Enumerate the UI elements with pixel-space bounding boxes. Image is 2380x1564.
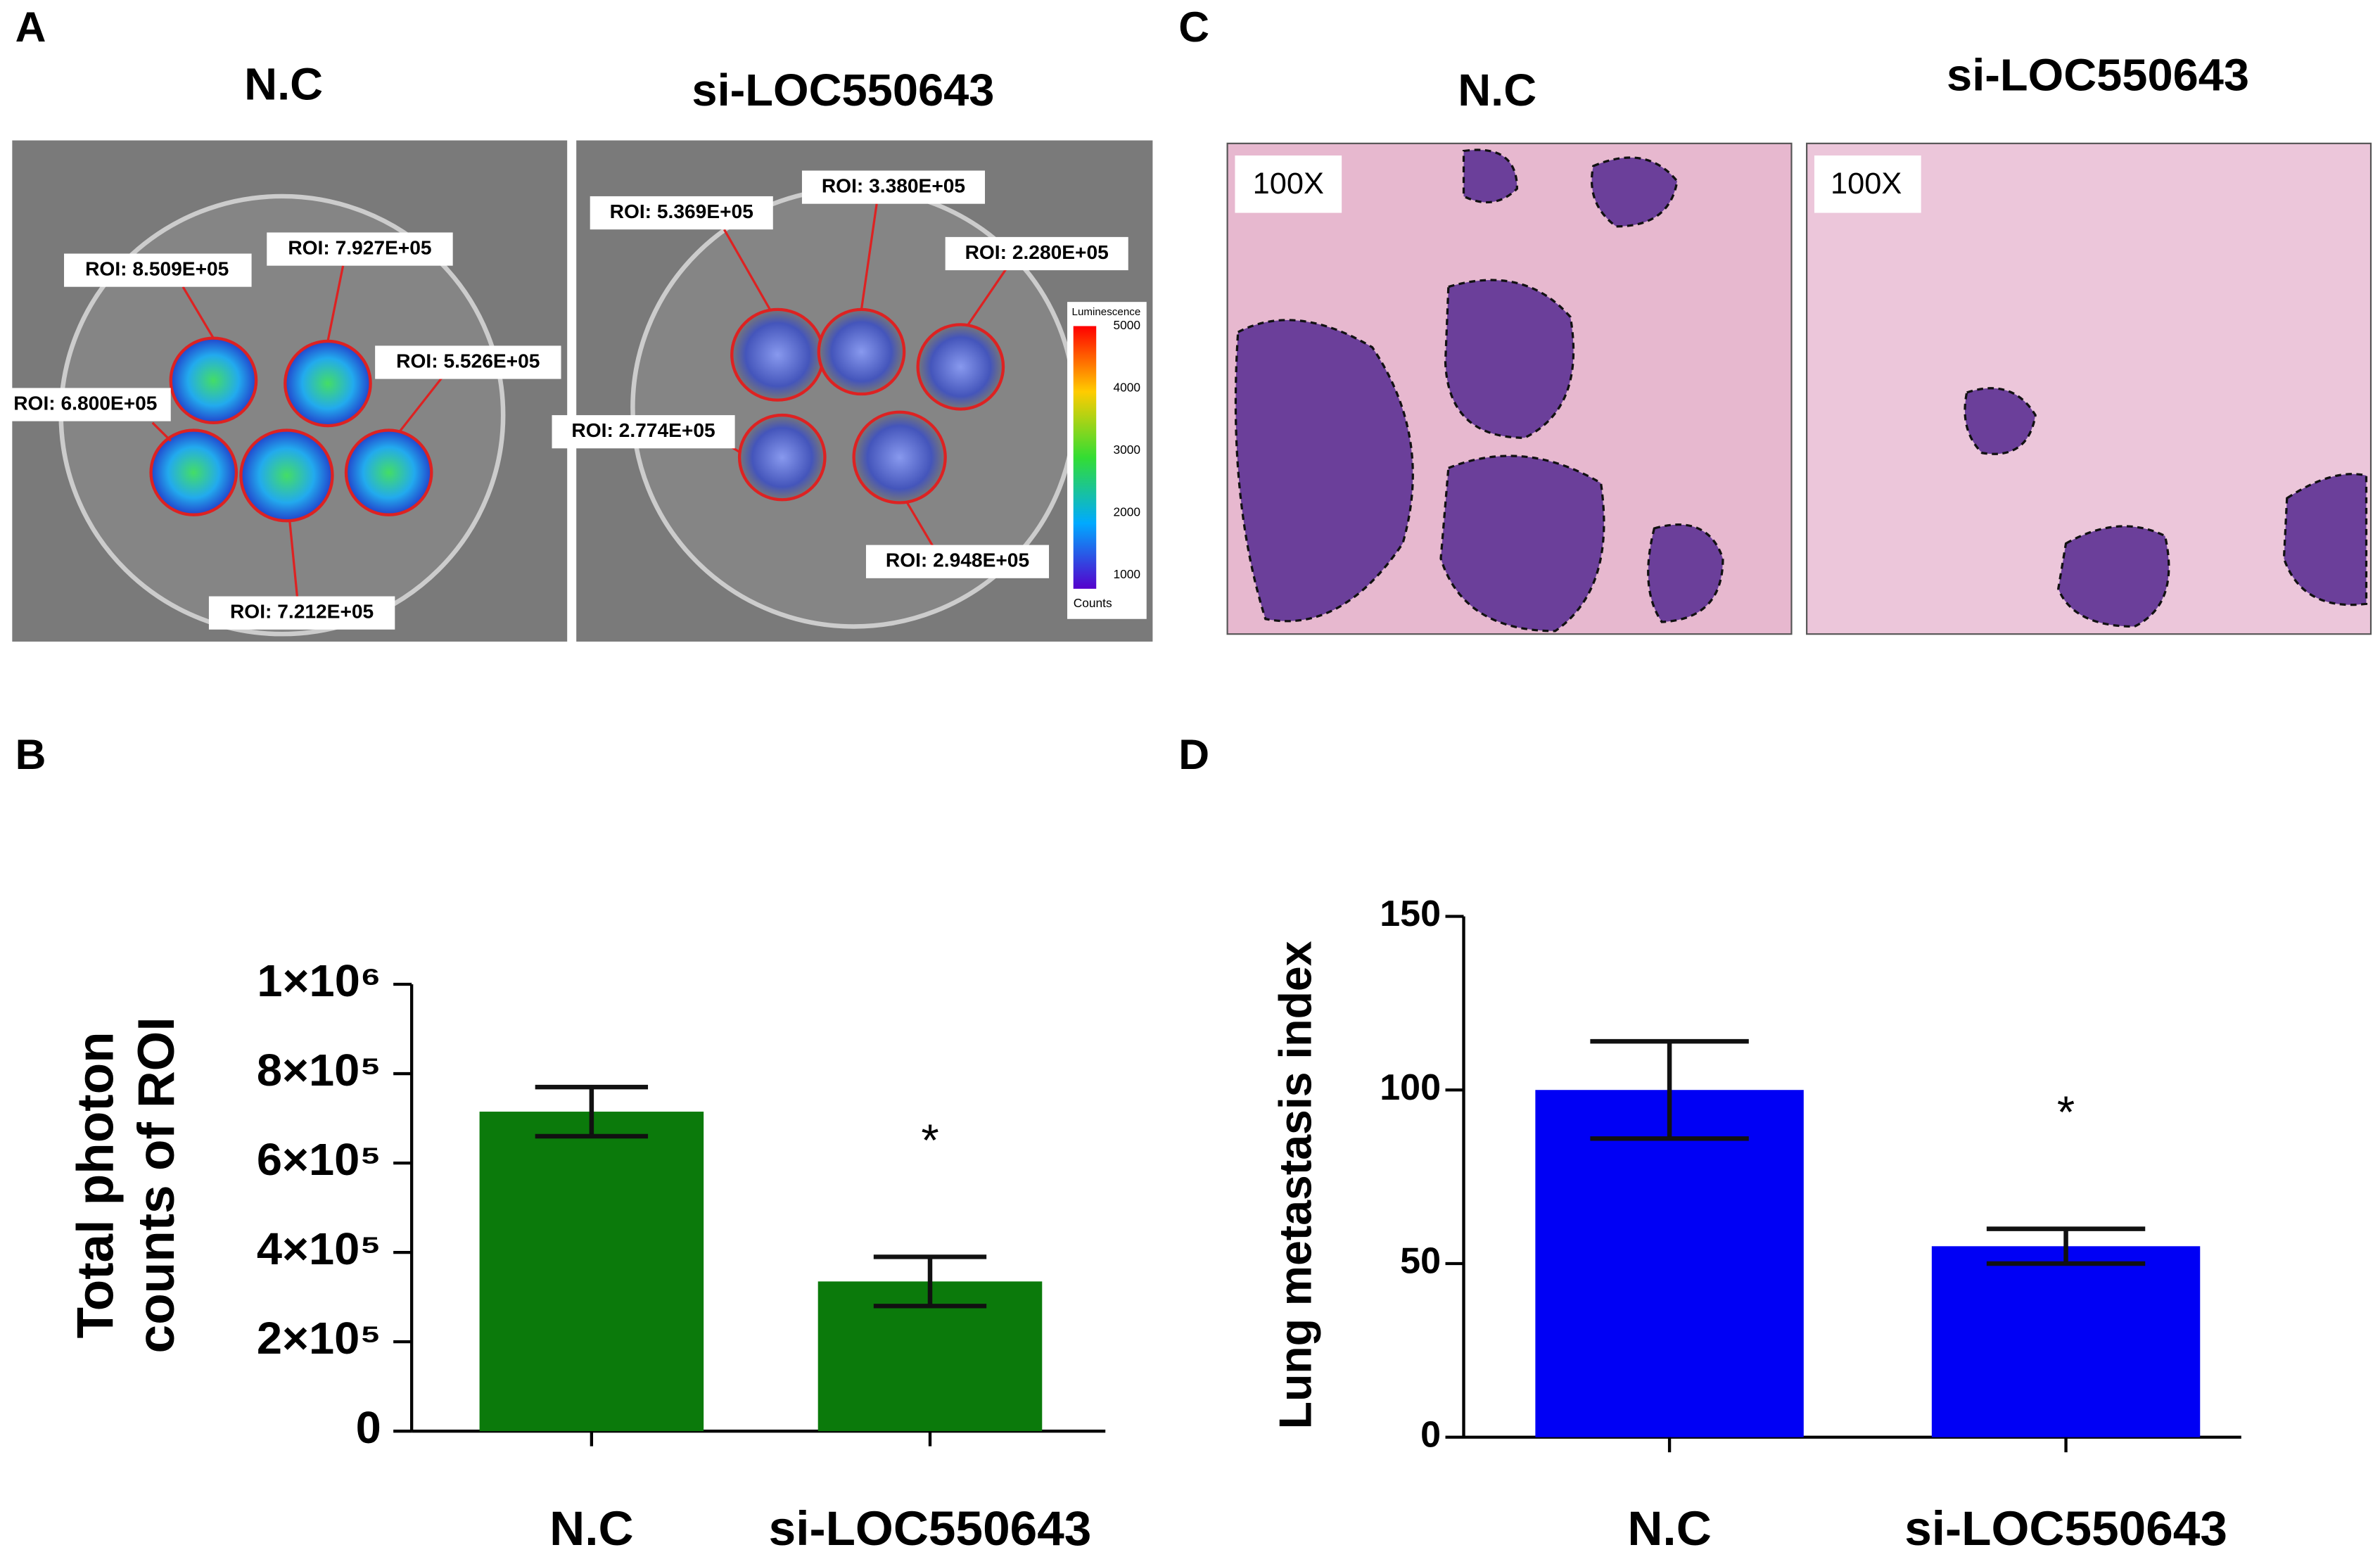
roi-label: ROI: 2.774E+05 [571,419,715,441]
colorbar-tick-label: 1000 [1114,567,1141,581]
panel-title: N.C [244,58,323,110]
colorbar-tick-label: 3000 [1114,443,1141,457]
roi-label: ROI: 2.948E+05 [886,549,1029,571]
panel-letter: D [1178,730,1209,778]
bar [1931,1246,2201,1437]
x-tick-label: N.C [549,1501,633,1556]
x-tick-label: N.C [1627,1501,1711,1556]
y-axis-label: counts of ROI [127,1017,185,1353]
significance-marker: * [2057,1086,2075,1138]
magnification-label: 100X [1831,167,1902,201]
y-tick-label: 50 [1400,1240,1441,1281]
bar [479,1112,704,1432]
y-axis-label: Lung metastasis index [1269,941,1321,1429]
y-tick-label: 100 [1380,1067,1441,1107]
panel-title: si-LOC550643 [692,64,994,115]
roi-label: ROI: 8.509E+05 [85,258,229,280]
colorbar-unit: Counts [1074,596,1112,610]
panel-letter: A [15,3,46,51]
colorbar-title: Luminescence [1072,306,1141,318]
colorbar [1073,326,1097,589]
roi-label: ROI: 7.212E+05 [230,601,374,623]
x-tick-label: si-LOC550643 [1904,1501,2227,1556]
y-tick-label: 0 [356,1401,381,1453]
roi-label: ROI: 5.369E+05 [610,201,753,222]
y-tick-label: 1×10⁶ [257,955,381,1006]
panel-letter: C [1178,3,1209,51]
panel-title: N.C [1458,64,1536,115]
roi-label: ROI: 5.526E+05 [396,350,540,371]
y-tick-label: 2×10⁵ [257,1312,381,1363]
roi-label: ROI: 2.280E+05 [965,241,1109,263]
y-axis-label: Total photon [66,1031,124,1338]
y-tick-label: 150 [1380,893,1441,934]
colorbar-tick-label: 2000 [1114,505,1141,519]
magnification-label: 100X [1253,167,1324,201]
roi-label: ROI: 7.927E+05 [288,237,431,259]
y-tick-label: 4×10⁵ [257,1223,381,1274]
roi-label: ROI: 3.380E+05 [822,175,965,197]
imaging-panel: ROI: 8.509E+05 ROI: 7.927E+05 ROI: 5.526… [0,140,1153,642]
x-tick-label: si-LOC550643 [769,1501,1092,1556]
bar [1535,1090,1804,1437]
panel-letter: B [15,730,46,778]
y-tick-label: 0 [1420,1414,1441,1455]
panel-title: si-LOC550643 [1947,49,2249,101]
colorbar-tick-label: 4000 [1114,381,1141,395]
roi-label: ROI: 6.800E+05 [13,393,157,414]
y-tick-label: 6×10⁵ [257,1133,381,1185]
significance-marker: * [921,1114,938,1166]
colorbar-tick-label: 5000 [1114,318,1141,332]
histology-panel: 100X 100X [1226,142,2372,635]
y-tick-label: 8×10⁵ [257,1044,381,1095]
